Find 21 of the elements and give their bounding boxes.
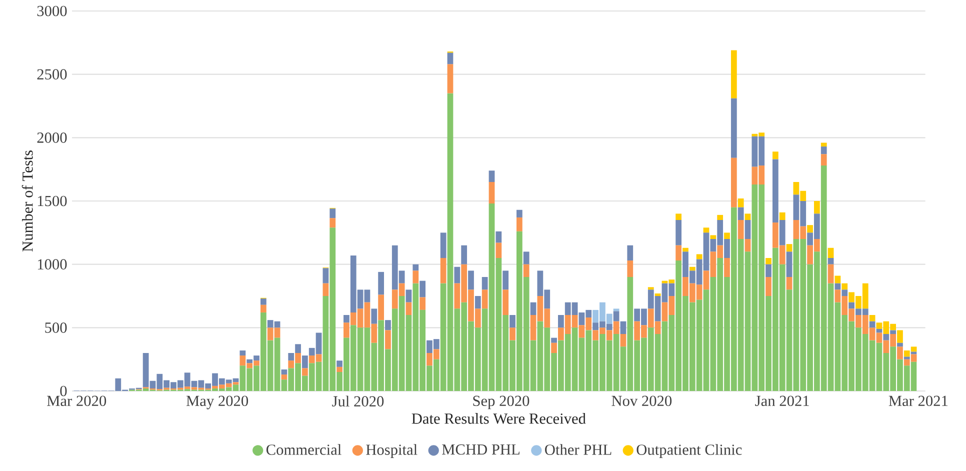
x-tick-label: Jan 2021 — [755, 396, 809, 406]
legend-label: Other PHL — [545, 444, 612, 455]
x-tick-label: Sep 2020 — [473, 396, 530, 410]
y-tick-label: 0 — [60, 386, 67, 396]
x-tick-label: Nov 2020 — [612, 396, 672, 406]
x-tick-label: Mar 2020 — [47, 396, 106, 406]
legend-label: Hospital — [366, 444, 418, 458]
y-tick-label: 2000 — [37, 132, 67, 143]
y-tick-label: 2500 — [37, 69, 67, 80]
y-axis-title: Number of Tests — [22, 150, 33, 252]
y-tick-label: 500 — [45, 322, 67, 333]
x-tick-label: Jul 2020 — [332, 396, 384, 406]
x-tick-label: Mar 2021 — [888, 396, 948, 406]
legend-label: Commercial — [266, 444, 342, 455]
legend-label: MCHD PHL — [442, 444, 520, 455]
x-axis-title: Date Results Were Received — [412, 413, 586, 424]
legend-label: Outpatient Clinic — [636, 444, 742, 458]
x-tick-label: May 2020 — [186, 396, 248, 410]
y-tick-label: 1500 — [38, 196, 67, 206]
y-tick-label: 1000 — [38, 259, 67, 270]
y-tick-label: 3000 — [37, 6, 67, 16]
